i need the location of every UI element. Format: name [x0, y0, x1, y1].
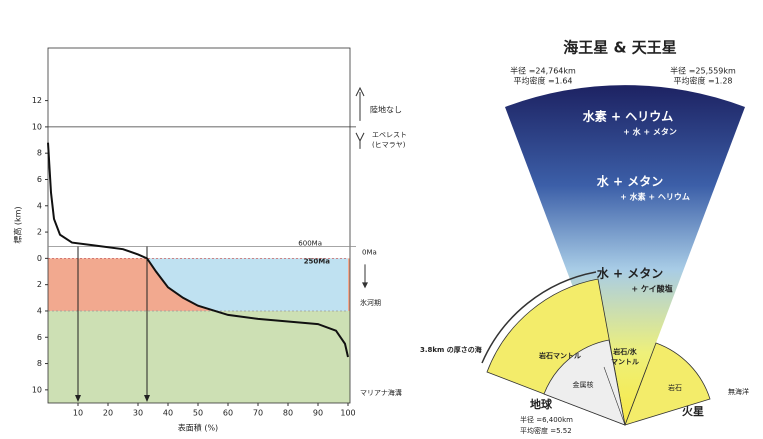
deep-ocean-zone: [48, 310, 350, 403]
layer-sub: + 水 + メタン: [623, 127, 677, 137]
arrow-head: [75, 395, 81, 402]
arrow-head: [355, 132, 365, 143]
x-axis-title: 表面積 (%): [178, 423, 218, 433]
reference-label: (ヒマラヤ): [372, 141, 406, 149]
ocean-layer: [481, 271, 597, 364]
y-tick-label: 0: [37, 254, 42, 263]
y-tick-label: 12: [32, 96, 42, 105]
y-tick-label: 2: [37, 228, 42, 237]
diagram: 海王星 & 天王星 半径 =24,764km 平均密度 =1.64 半径 =25…: [420, 39, 749, 436]
annotation: マリアナ海溝: [360, 388, 402, 397]
layer-label: 水 + メタン: [597, 266, 663, 281]
neptune-radius: 半径 =24,764km: [510, 66, 576, 76]
earth-density: 平均密度 =5.52: [520, 426, 572, 435]
layer-label: 水素 + ヘリウム: [583, 109, 673, 124]
earth-core-label: 金属核: [573, 380, 594, 389]
x-tick-label: 40: [163, 409, 173, 418]
neptune-density: 平均密度 =1.64: [513, 76, 572, 86]
annotation: 250Ma: [304, 257, 331, 265]
diagram-title: 海王星 & 天王星: [563, 39, 677, 57]
y-axis-title: 標高 (km): [13, 206, 23, 243]
x-tick-label: 80: [283, 409, 293, 418]
earth-name: 地球: [530, 397, 553, 411]
x-tick-label: 70: [253, 409, 263, 418]
mars-sector: [624, 342, 711, 426]
divider: [603, 366, 648, 426]
x-tick-label: 30: [133, 409, 143, 418]
y-tick-label: 2: [37, 280, 42, 289]
earth-mantle-label: 岩石マントル: [538, 351, 581, 360]
arrow-head: [362, 282, 368, 289]
y-tick-label: 6: [37, 333, 42, 342]
y-tick-label: 4: [37, 306, 42, 315]
x-tick-label: 60: [223, 409, 233, 418]
uranus-density: 平均密度 =1.28: [673, 76, 732, 86]
layer-label: 水 + メタン: [597, 174, 663, 189]
layer-sub: + 水素 + ヘリウム: [620, 192, 690, 202]
y-tick-label: 8: [37, 149, 42, 158]
hypsometric-curve: [47, 142, 349, 358]
x-tick-label: 90: [313, 409, 323, 418]
arrow-head: [144, 395, 150, 402]
earth-core: [543, 339, 626, 426]
plot-frame: [47, 47, 351, 404]
annotation: 0Ma: [362, 248, 377, 256]
reference-label: エベレスト: [372, 131, 407, 139]
reference-label: 600Ma: [298, 240, 322, 248]
layer-sub: + ケイ酸塩: [631, 284, 672, 294]
planet-wedge: [505, 85, 745, 425]
mars-name: 火星: [682, 405, 704, 418]
mars-rock: 岩石: [668, 383, 682, 392]
y-tick-label: 8: [37, 359, 42, 368]
x-tick-label: 50: [193, 409, 203, 418]
x-tick-label: 10: [73, 409, 83, 418]
annotation: 陸地なし: [370, 105, 402, 115]
x-tick-label: 20: [103, 409, 113, 418]
ice-mantle: マントル: [611, 358, 639, 366]
y-tick-label: 6: [37, 175, 42, 184]
annotation: 氷河期: [360, 298, 381, 307]
y-tick-label: 4: [37, 201, 42, 210]
mars-ocean: 無海洋: [728, 387, 749, 396]
ice-mantle: 岩石/氷: [612, 347, 638, 356]
x-tick-label: 100: [340, 409, 355, 418]
y-tick-label: 10: [32, 122, 42, 131]
ocean-zone: [147, 258, 348, 311]
earth-radius: 半径 =6,400km: [520, 415, 573, 424]
y-tick-label: 10: [32, 385, 42, 394]
earth-ocean: 3.8km の厚さの海: [420, 345, 482, 354]
arrow-head: [355, 86, 365, 97]
uranus-radius: 半径 =25,559km: [670, 66, 736, 76]
